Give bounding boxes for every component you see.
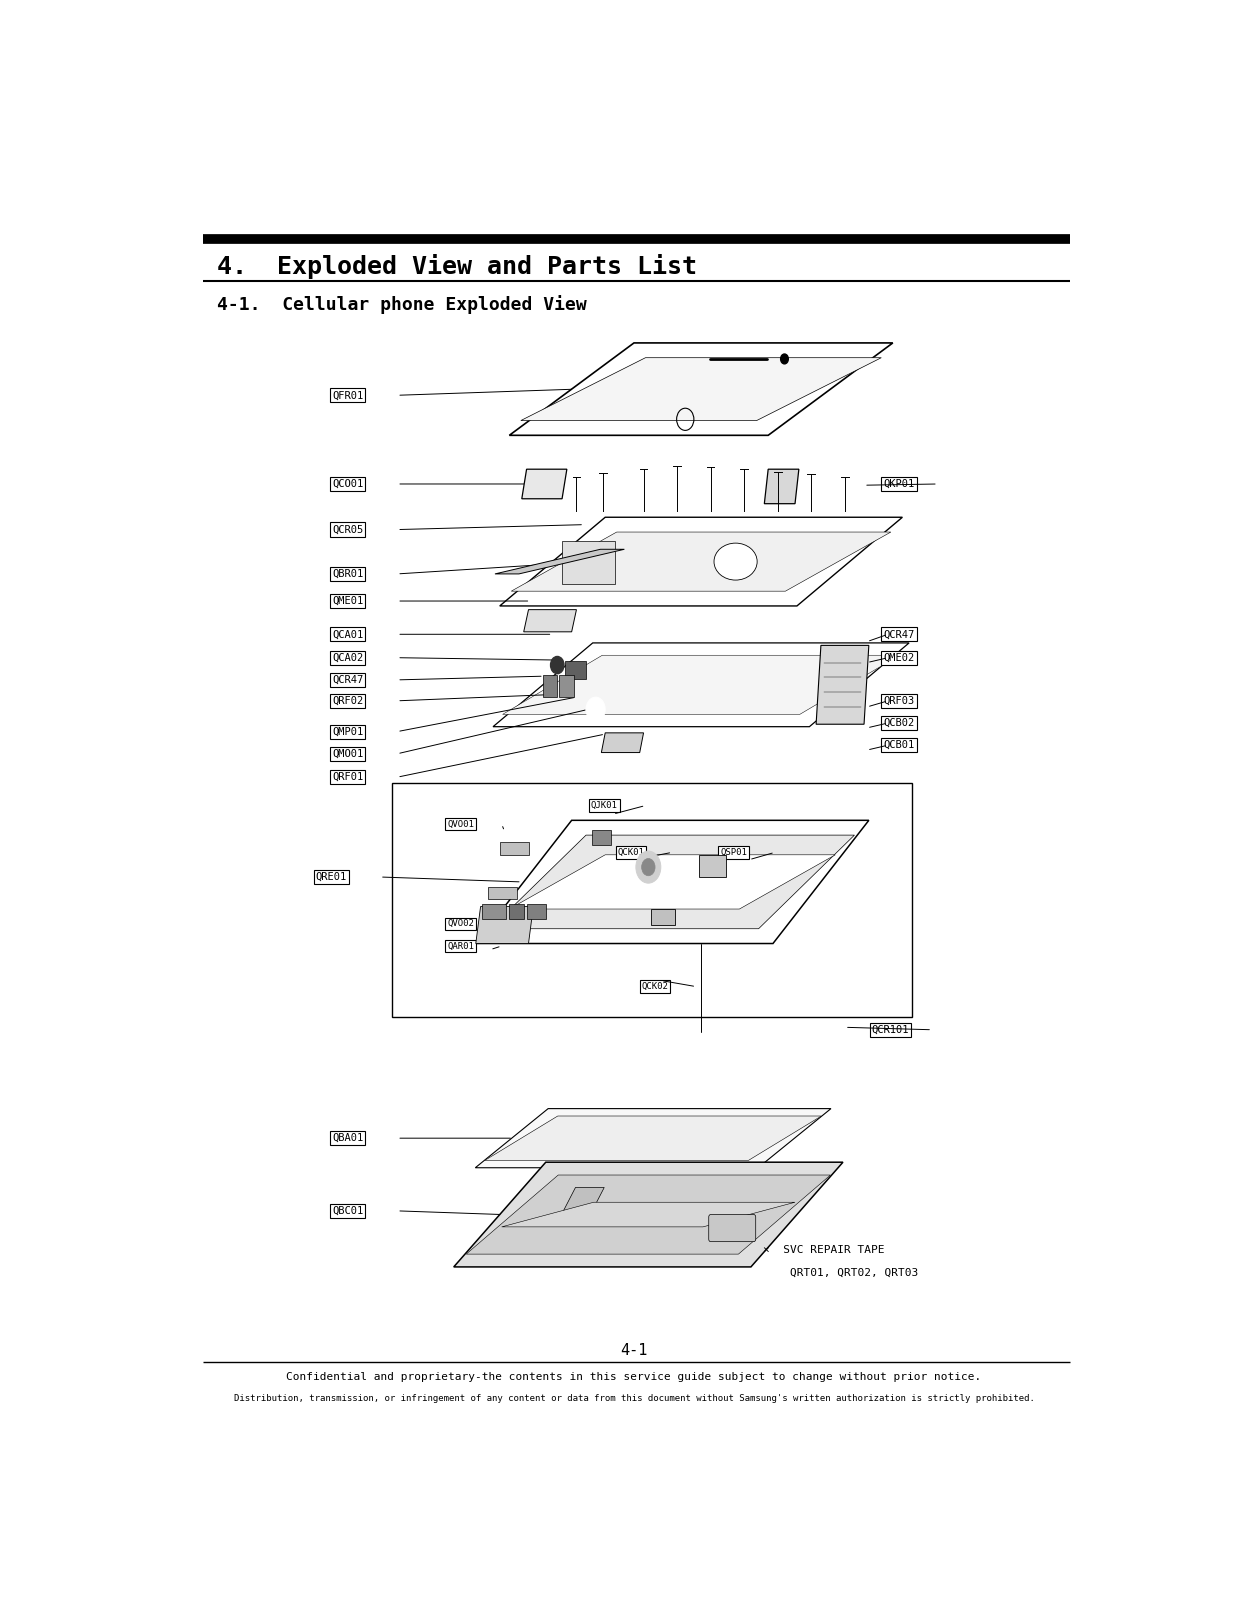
FancyBboxPatch shape xyxy=(591,830,611,845)
Polygon shape xyxy=(601,733,643,752)
Circle shape xyxy=(781,354,788,363)
Text: QMP01: QMP01 xyxy=(332,726,364,736)
Text: QCK02: QCK02 xyxy=(642,982,668,990)
FancyBboxPatch shape xyxy=(527,904,546,918)
Polygon shape xyxy=(510,854,835,909)
FancyBboxPatch shape xyxy=(510,904,523,918)
Text: QFR01: QFR01 xyxy=(332,390,364,400)
Text: Confidential and proprietary-the contents in this service guide subject to chang: Confidential and proprietary-the content… xyxy=(286,1373,982,1382)
Text: QCK01: QCK01 xyxy=(617,848,644,858)
Polygon shape xyxy=(521,358,881,421)
Text: QRE01: QRE01 xyxy=(315,872,346,882)
FancyBboxPatch shape xyxy=(482,904,506,918)
Text: QME01: QME01 xyxy=(332,597,364,606)
Text: QBA01: QBA01 xyxy=(332,1133,364,1142)
Text: QCR47: QCR47 xyxy=(332,675,364,685)
Polygon shape xyxy=(502,1202,795,1227)
Polygon shape xyxy=(495,549,625,574)
FancyBboxPatch shape xyxy=(562,541,615,584)
Text: QCR47: QCR47 xyxy=(883,629,914,640)
Text: QKP01: QKP01 xyxy=(883,478,914,490)
Text: QCR101: QCR101 xyxy=(872,1024,909,1035)
Text: QCB01: QCB01 xyxy=(883,741,914,750)
Polygon shape xyxy=(490,835,855,928)
Polygon shape xyxy=(816,645,868,725)
FancyBboxPatch shape xyxy=(709,1214,756,1242)
Polygon shape xyxy=(764,469,799,504)
Text: QCA02: QCA02 xyxy=(332,653,364,662)
FancyBboxPatch shape xyxy=(500,843,528,854)
Polygon shape xyxy=(502,656,899,714)
Text: QME02: QME02 xyxy=(883,653,914,662)
Polygon shape xyxy=(500,517,902,606)
Polygon shape xyxy=(510,342,893,435)
Text: QJK01: QJK01 xyxy=(591,802,617,810)
Text: 4-1.  Cellular phone Exploded View: 4-1. Cellular phone Exploded View xyxy=(216,296,586,315)
Polygon shape xyxy=(522,469,567,499)
Polygon shape xyxy=(523,610,576,632)
Text: Distribution, transmission, or infringement of any content or data from this doc: Distribution, transmission, or infringem… xyxy=(234,1395,1034,1403)
Text: QBC01: QBC01 xyxy=(332,1206,364,1216)
Polygon shape xyxy=(563,1187,604,1211)
Text: 4-1: 4-1 xyxy=(620,1342,648,1357)
Polygon shape xyxy=(511,533,891,590)
Text: QRT01, QRT02, QRT03: QRT01, QRT02, QRT03 xyxy=(763,1267,919,1277)
Text: 4.  Exploded View and Parts List: 4. Exploded View and Parts List xyxy=(216,254,696,278)
Polygon shape xyxy=(494,643,909,726)
Circle shape xyxy=(642,859,656,875)
Text: QCR05: QCR05 xyxy=(332,525,364,534)
Text: QCB02: QCB02 xyxy=(883,718,914,728)
Text: QBR01: QBR01 xyxy=(332,570,364,579)
Circle shape xyxy=(636,851,661,883)
Polygon shape xyxy=(476,821,868,944)
Text: QVO02: QVO02 xyxy=(447,920,474,928)
Circle shape xyxy=(550,656,564,674)
Polygon shape xyxy=(475,1109,831,1168)
FancyBboxPatch shape xyxy=(699,854,726,877)
Text: QRF01: QRF01 xyxy=(332,773,364,782)
Text: QMO01: QMO01 xyxy=(332,749,364,758)
Polygon shape xyxy=(485,1117,821,1160)
FancyBboxPatch shape xyxy=(489,886,517,899)
Text: QCA01: QCA01 xyxy=(332,629,364,640)
Circle shape xyxy=(586,698,605,722)
FancyBboxPatch shape xyxy=(543,675,557,698)
Text: QSP01: QSP01 xyxy=(720,848,747,858)
Text: QRF03: QRF03 xyxy=(883,696,914,706)
Polygon shape xyxy=(466,1174,830,1254)
Text: QCO01: QCO01 xyxy=(332,478,364,490)
Text: ×  SVC REPAIR TAPE: × SVC REPAIR TAPE xyxy=(763,1245,884,1256)
Ellipse shape xyxy=(714,542,757,581)
Polygon shape xyxy=(454,1162,842,1267)
Text: QVO01: QVO01 xyxy=(447,819,474,829)
FancyBboxPatch shape xyxy=(565,661,586,678)
Polygon shape xyxy=(476,907,533,944)
Text: QAR01: QAR01 xyxy=(447,941,474,950)
Text: QRF02: QRF02 xyxy=(332,696,364,706)
FancyBboxPatch shape xyxy=(651,909,675,925)
FancyBboxPatch shape xyxy=(559,675,574,698)
